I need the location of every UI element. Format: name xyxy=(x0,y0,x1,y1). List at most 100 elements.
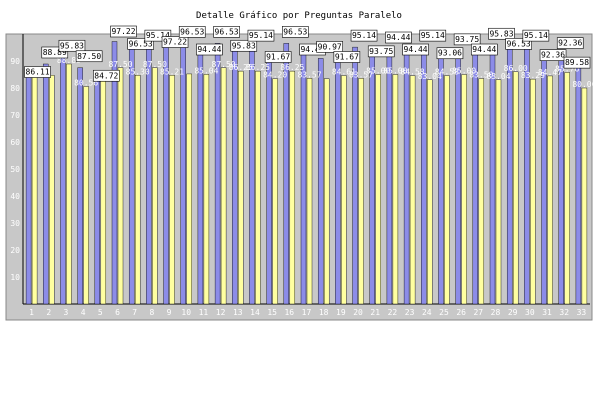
x-tick-label: 19 xyxy=(336,308,346,317)
data-label-series-1: 91.67 xyxy=(266,52,290,61)
data-label-series-2: 86.25 xyxy=(280,63,304,72)
x-tick-label: 14 xyxy=(250,308,260,317)
data-label-series-1: 87.50 xyxy=(77,52,101,61)
bar-series-1 xyxy=(232,45,238,305)
data-label-series-2: 83.50 xyxy=(469,71,493,80)
data-label-series-2: 84.47 xyxy=(538,68,562,77)
data-label-box xyxy=(144,29,172,42)
bar-series-1 xyxy=(352,46,358,305)
data-label-box xyxy=(505,38,532,50)
x-tick-label: 3 xyxy=(64,308,69,317)
bar-series-2 xyxy=(306,78,313,305)
bar-series-2 xyxy=(512,71,519,305)
data-label-series-1: 93.75 xyxy=(455,35,479,44)
data-label-series-2: 85.04 xyxy=(194,66,218,75)
x-tick-label: 30 xyxy=(525,308,535,317)
data-label-series-1: 95.14 xyxy=(146,31,170,40)
x-tick-label: 27 xyxy=(473,308,483,317)
x-tick-label: 24 xyxy=(422,308,432,317)
data-label-series-1: 96.53 xyxy=(215,27,239,36)
y-tick-label: 70 xyxy=(10,111,20,120)
data-label-box xyxy=(333,51,361,63)
bar-series-1 xyxy=(43,63,49,305)
bar-series-2 xyxy=(255,70,261,305)
data-label-series-2: 83.57 xyxy=(297,70,321,79)
bar-series-1 xyxy=(558,54,564,305)
bar-series-2 xyxy=(49,75,55,305)
x-tick-label: 32 xyxy=(559,308,569,317)
data-label-series-1: 92.36 xyxy=(541,51,565,60)
data-label-series-1: 94.44 xyxy=(386,33,410,42)
bar-series-1 xyxy=(317,58,324,305)
data-label-series-1: 95.83 xyxy=(489,29,513,38)
data-label-series-2: 86.25 xyxy=(246,63,270,72)
x-tick-label: 28 xyxy=(491,308,501,317)
data-label-box xyxy=(264,51,292,63)
x-tick-label: 29 xyxy=(508,308,518,317)
data-label-box xyxy=(58,39,86,52)
data-label-box xyxy=(419,29,447,42)
bar-series-1 xyxy=(163,41,169,305)
bar-series-2 xyxy=(117,67,124,305)
bar-series-1 xyxy=(77,67,83,305)
bar-series-2 xyxy=(392,74,399,305)
bar-series-2 xyxy=(272,78,278,305)
data-label-series-2: 83.04 xyxy=(486,72,510,81)
x-tick-label: 1 xyxy=(29,308,34,317)
bar-series-1 xyxy=(438,52,444,305)
data-label-series-2: 83.04 xyxy=(418,72,442,81)
x-tick-label: 5 xyxy=(98,308,103,317)
data-label-series-1: 97.22 xyxy=(111,27,135,36)
bar-series-2 xyxy=(169,75,175,305)
data-label-box xyxy=(471,43,498,56)
data-label-series-1: 96.53 xyxy=(129,39,153,48)
y-tick-label: 90 xyxy=(10,57,20,66)
data-label-series-1: 88.89 xyxy=(43,48,67,57)
bar-series-1 xyxy=(180,43,186,305)
bar-series-1 xyxy=(421,46,427,305)
data-label-series-2: 84.20 xyxy=(263,71,287,80)
bars-layer xyxy=(25,41,588,305)
bar-series-2 xyxy=(375,74,381,305)
bar-series-2 xyxy=(358,78,364,305)
bar-series-2 xyxy=(547,75,553,305)
data-label-series-2: 85.00 xyxy=(452,67,476,76)
y-tick-labels: 10 20 30 40 50 60 70 80 90 xyxy=(10,57,20,282)
data-label-box xyxy=(75,50,103,63)
data-label-box xyxy=(316,41,343,53)
bar-series-2 xyxy=(100,75,107,305)
data-label-series-1: 90.97 xyxy=(318,42,342,51)
x-tick-label: 18 xyxy=(319,308,329,317)
bar-series-1 xyxy=(197,48,204,305)
data-label-box xyxy=(196,43,223,56)
data-label-box xyxy=(367,45,395,58)
data-label-series-1: 97.22 xyxy=(163,38,187,47)
bar-series-1 xyxy=(94,75,101,305)
data-label-box xyxy=(350,29,378,42)
bar-series-2 xyxy=(530,78,536,305)
x-tick-label: 33 xyxy=(577,308,587,317)
bar-series-1 xyxy=(369,50,375,305)
data-label-series-1: 95.83 xyxy=(232,41,256,50)
data-label-series-1: 96.53 xyxy=(180,27,204,36)
bar-series-2 xyxy=(495,79,502,305)
data-label-box xyxy=(93,69,120,82)
data-label-box xyxy=(563,56,591,69)
data-label-box xyxy=(385,31,412,44)
data-label-box xyxy=(556,37,584,49)
data-label-box xyxy=(436,47,464,60)
data-label-series-2: 88.89 xyxy=(57,56,81,65)
bar-series-2 xyxy=(444,75,450,305)
bar-series-1 xyxy=(335,56,341,305)
x-tick-label: 6 xyxy=(115,308,120,317)
bar-series-1 xyxy=(146,46,152,305)
data-label-series-1: 95.14 xyxy=(352,31,376,40)
x-tick-label: 21 xyxy=(370,308,380,317)
data-label-series-2: 86.25 xyxy=(229,63,253,72)
bar-series-2 xyxy=(83,86,89,305)
data-label-series-1: 93.75 xyxy=(369,47,393,56)
bar-series-1 xyxy=(128,43,135,305)
bar-series-2 xyxy=(461,74,467,305)
